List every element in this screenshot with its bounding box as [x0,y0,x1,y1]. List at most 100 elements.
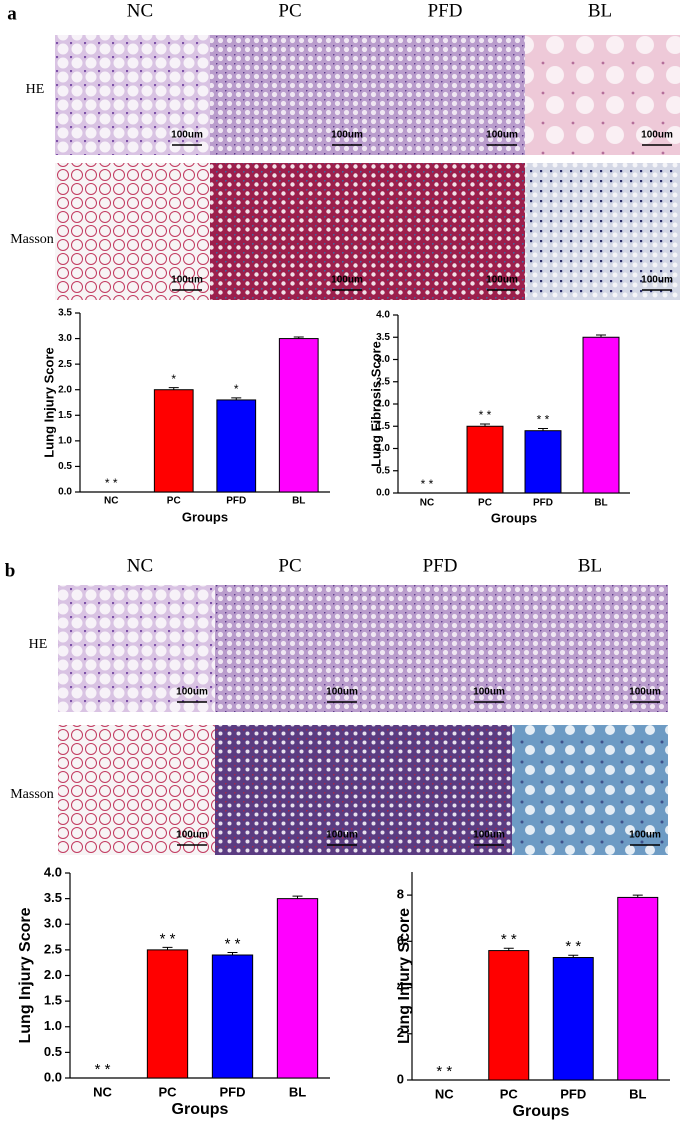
y-tick-label: 2.5 [376,376,390,387]
histology-image [525,163,680,300]
x-tick-label: PC [167,496,181,507]
bar [582,336,620,494]
significance-mark: * * [160,930,176,947]
y-tick-label: 0.0 [58,487,72,498]
x-tick-label: BL [629,1086,646,1101]
x-tick-label: BL [594,498,607,509]
y-tick-label: 1.5 [58,410,72,421]
scale-bar-label: 100um [473,830,505,841]
y-tick-label: 3.5 [58,308,72,319]
y-tick-label: 3.5 [376,332,390,343]
y-tick-label: 2 [397,1025,404,1040]
histology-image [370,35,525,155]
error-bar [596,334,606,338]
y-tick-label: 1.0 [376,443,390,454]
scale-bar-label: 100um [171,275,203,286]
y-tick-label: 4 [397,979,405,994]
y-tick-label: 6 [397,933,404,948]
y-tick-label: 0.0 [44,1069,62,1084]
error-bar [538,427,548,431]
error-bar [162,946,173,950]
x-tick-label: PFD [533,498,553,509]
error-bar [292,895,303,899]
histology-image [58,585,215,712]
x-tick-label: PFD [226,496,246,507]
x-tick-label: PC [158,1084,177,1099]
histology-image [55,163,210,300]
row-label: HE [29,637,48,652]
y-axis-label: Lung Fibrosis Score [368,341,383,467]
x-tick-label: NC [435,1086,454,1101]
significance-mark: * * [565,938,581,955]
histology-image [55,35,210,155]
x-axis-label: Groups [491,510,537,525]
y-tick-label: 2.5 [58,359,72,370]
error-bar [231,397,242,400]
histology-image [215,725,365,855]
bar [278,338,319,493]
y-tick-label: 1.5 [44,993,62,1008]
x-tick-label: PC [500,1086,519,1101]
column-header: PFD [423,555,458,576]
bar [466,425,504,494]
scale-bar-label: 100um [176,830,208,841]
histology-image [512,725,668,855]
bar [488,950,530,1081]
error-bar [227,951,238,955]
y-tick-label: 0.0 [376,488,390,499]
significance-mark: * [234,382,239,396]
y-axis-label: Lung Injury Score [17,907,34,1043]
significance-mark: * * [436,1063,452,1080]
y-tick-label: 1.0 [44,1018,62,1033]
significance-mark: * * [225,935,241,952]
error-bar [503,947,514,951]
significance-mark: * * [95,1061,111,1078]
x-tick-label: NC [420,498,434,509]
y-tick-label: 1.0 [58,435,72,446]
y-tick-label: 2.0 [44,967,62,982]
column-header: PC [278,555,301,576]
scale-bar-label: 100um [473,687,505,698]
histology-image [512,585,668,712]
y-tick-label: 1.5 [376,421,390,432]
x-axis-label: Groups [172,1101,229,1118]
y-tick-label: 4.0 [376,310,390,321]
scale-bar-label: 100um [641,275,673,286]
y-tick-label: 3.5 [44,890,62,905]
scale-bar-label: 100um [326,687,358,698]
x-tick-label: BL [289,1084,306,1099]
y-tick-label: 3.0 [44,916,62,931]
x-tick-label: NC [93,1084,112,1099]
histology-image [525,35,680,155]
y-tick-label: 0.5 [44,1044,62,1059]
error-bar [568,954,579,958]
column-header: BL [588,0,612,21]
y-tick-label: 0.5 [376,465,390,476]
x-tick-label: PC [478,498,492,509]
x-tick-label: PFD [220,1084,246,1099]
row-label: Masson [10,232,54,247]
scale-bar-label: 100um [331,275,363,286]
error-bar [293,336,304,339]
histology-image [210,35,370,155]
significance-mark: * * [479,408,492,422]
significance-mark: * * [105,476,118,490]
scale-bar-label: 100um [629,687,661,698]
scale-bar-label: 100um [641,130,673,141]
y-tick-label: 3.0 [58,333,72,344]
significance-mark: * * [537,413,550,427]
x-tick-label: BL [292,496,305,507]
histology-image [210,163,370,300]
scale-bar-label: 100um [629,830,661,841]
significance-mark: * [171,372,176,386]
significance-mark: * * [421,477,434,491]
scale-bar-label: 100um [331,130,363,141]
error-bar [168,387,179,390]
row-label: HE [26,82,45,97]
bar [146,949,189,1079]
column-header: PC [278,0,301,21]
histology-image [58,725,215,855]
panel-label: b [5,560,16,581]
bar [216,399,257,493]
